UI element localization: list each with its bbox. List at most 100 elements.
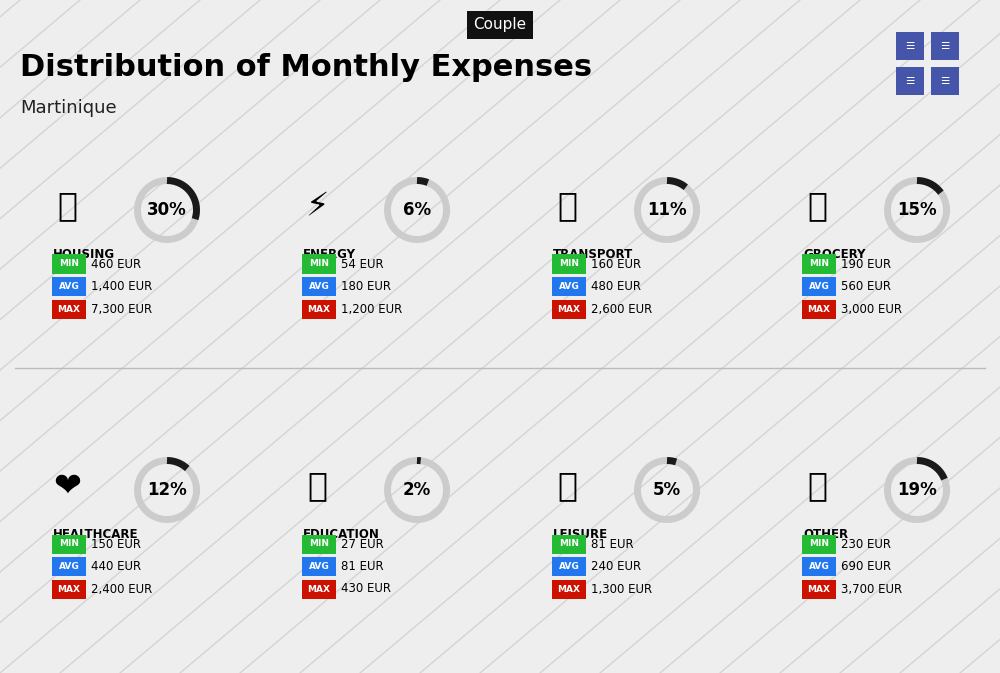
Text: 240 EUR: 240 EUR <box>591 560 641 573</box>
FancyBboxPatch shape <box>802 254 836 273</box>
FancyBboxPatch shape <box>802 579 836 598</box>
FancyBboxPatch shape <box>552 579 586 598</box>
Text: Couple: Couple <box>473 17 527 32</box>
Text: AVG: AVG <box>59 282 79 291</box>
FancyBboxPatch shape <box>52 277 86 296</box>
Text: 2%: 2% <box>403 481 431 499</box>
Text: 1,200 EUR: 1,200 EUR <box>341 302 402 316</box>
FancyBboxPatch shape <box>896 32 924 60</box>
FancyBboxPatch shape <box>552 557 586 576</box>
Text: 15%: 15% <box>897 201 937 219</box>
Text: ❤: ❤ <box>53 470 81 503</box>
Text: 6%: 6% <box>403 201 431 219</box>
Text: HEALTHCARE: HEALTHCARE <box>53 528 138 541</box>
Text: HOUSING: HOUSING <box>53 248 115 261</box>
FancyBboxPatch shape <box>896 67 924 95</box>
Text: GROCERY: GROCERY <box>803 248 865 261</box>
Text: MIN: MIN <box>59 260 79 269</box>
Text: AVG: AVG <box>809 282 829 291</box>
Text: 430 EUR: 430 EUR <box>341 583 391 596</box>
Text: 19%: 19% <box>897 481 937 499</box>
FancyBboxPatch shape <box>52 579 86 598</box>
FancyBboxPatch shape <box>52 557 86 576</box>
FancyBboxPatch shape <box>552 277 586 296</box>
Text: 💰: 💰 <box>807 470 827 503</box>
Text: TRANSPORT: TRANSPORT <box>553 248 633 261</box>
Text: ⚡: ⚡ <box>305 190 329 223</box>
Text: MIN: MIN <box>309 540 329 548</box>
Text: 30%: 30% <box>147 201 187 219</box>
Text: 11%: 11% <box>647 201 687 219</box>
Text: 12%: 12% <box>147 481 187 499</box>
FancyBboxPatch shape <box>802 277 836 296</box>
Text: 54 EUR: 54 EUR <box>341 258 384 271</box>
Text: AVG: AVG <box>59 562 79 571</box>
Text: 3,700 EUR: 3,700 EUR <box>841 583 902 596</box>
Text: 480 EUR: 480 EUR <box>591 280 641 293</box>
Text: 560 EUR: 560 EUR <box>841 280 891 293</box>
Text: 27 EUR: 27 EUR <box>341 538 384 551</box>
Text: 🛒: 🛒 <box>807 190 827 223</box>
Text: LEISURE: LEISURE <box>553 528 608 541</box>
Text: AVG: AVG <box>809 562 829 571</box>
Text: 690 EUR: 690 EUR <box>841 560 891 573</box>
Text: 3,000 EUR: 3,000 EUR <box>841 302 902 316</box>
Text: MIN: MIN <box>559 540 579 548</box>
Text: MIN: MIN <box>809 260 829 269</box>
FancyBboxPatch shape <box>302 254 336 273</box>
Text: ☰: ☰ <box>905 41 915 51</box>
Text: MIN: MIN <box>559 260 579 269</box>
FancyBboxPatch shape <box>931 67 959 95</box>
Text: 5%: 5% <box>653 481 681 499</box>
Text: 160 EUR: 160 EUR <box>591 258 641 271</box>
Text: Distribution of Monthly Expenses: Distribution of Monthly Expenses <box>20 53 592 83</box>
Text: Martinique: Martinique <box>20 99 117 117</box>
FancyBboxPatch shape <box>302 299 336 318</box>
Text: OTHER: OTHER <box>803 528 848 541</box>
Text: 150 EUR: 150 EUR <box>91 538 141 551</box>
FancyBboxPatch shape <box>802 534 836 553</box>
Text: 81 EUR: 81 EUR <box>341 560 384 573</box>
FancyBboxPatch shape <box>552 534 586 553</box>
Text: AVG: AVG <box>309 562 329 571</box>
Text: MAX: MAX <box>558 584 580 594</box>
Text: MAX: MAX <box>308 304 331 314</box>
Text: ☰: ☰ <box>940 76 950 86</box>
Text: 🚌: 🚌 <box>557 190 577 223</box>
Text: ENERGY: ENERGY <box>303 248 356 261</box>
Text: 440 EUR: 440 EUR <box>91 560 141 573</box>
Text: 190 EUR: 190 EUR <box>841 258 891 271</box>
Text: 81 EUR: 81 EUR <box>591 538 634 551</box>
Text: 2,400 EUR: 2,400 EUR <box>91 583 152 596</box>
FancyBboxPatch shape <box>931 32 959 60</box>
Text: 180 EUR: 180 EUR <box>341 280 391 293</box>
Text: 230 EUR: 230 EUR <box>841 538 891 551</box>
Text: 7,300 EUR: 7,300 EUR <box>91 302 152 316</box>
Text: 🛍: 🛍 <box>557 470 577 503</box>
Text: AVG: AVG <box>309 282 329 291</box>
Text: 1,400 EUR: 1,400 EUR <box>91 280 152 293</box>
Text: MAX: MAX <box>58 304 80 314</box>
Text: MAX: MAX <box>308 584 331 594</box>
FancyBboxPatch shape <box>52 254 86 273</box>
Text: MAX: MAX <box>808 304 830 314</box>
Text: 2,600 EUR: 2,600 EUR <box>591 302 652 316</box>
Text: 1,300 EUR: 1,300 EUR <box>591 583 652 596</box>
Text: EDUCATION: EDUCATION <box>303 528 380 541</box>
Text: AVG: AVG <box>559 562 579 571</box>
FancyBboxPatch shape <box>802 299 836 318</box>
FancyBboxPatch shape <box>302 534 336 553</box>
Text: MAX: MAX <box>558 304 580 314</box>
Text: AVG: AVG <box>559 282 579 291</box>
Text: ☰: ☰ <box>940 41 950 51</box>
FancyBboxPatch shape <box>302 557 336 576</box>
Text: 🎓: 🎓 <box>307 470 327 503</box>
Text: MAX: MAX <box>808 584 830 594</box>
Text: MAX: MAX <box>58 584 80 594</box>
FancyBboxPatch shape <box>302 277 336 296</box>
Text: MIN: MIN <box>59 540 79 548</box>
FancyBboxPatch shape <box>552 254 586 273</box>
FancyBboxPatch shape <box>302 579 336 598</box>
Text: MIN: MIN <box>809 540 829 548</box>
Text: ☰: ☰ <box>905 76 915 86</box>
